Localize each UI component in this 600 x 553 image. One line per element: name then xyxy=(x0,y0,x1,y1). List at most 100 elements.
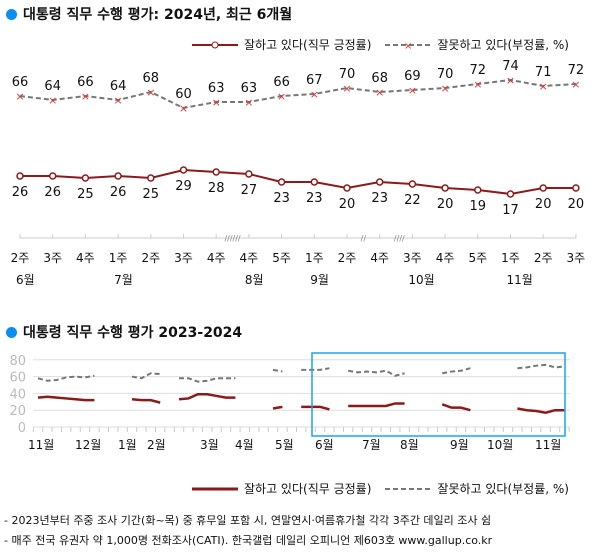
y-tick-label: 80 xyxy=(9,354,26,369)
month-label: 12월 xyxy=(75,438,101,452)
data-label: 22 xyxy=(404,193,421,208)
data-label: 23 xyxy=(371,191,388,206)
data-point: × xyxy=(146,86,155,99)
data-point xyxy=(81,174,90,182)
data-point xyxy=(212,168,220,176)
data-point xyxy=(375,178,384,186)
series-line xyxy=(19,78,576,110)
series-segment xyxy=(348,402,405,408)
data-point: × xyxy=(113,94,122,107)
month-label: 3월 xyxy=(200,438,219,452)
data-label: 64 xyxy=(44,79,61,94)
data-label: 19 xyxy=(470,199,487,214)
data-label: 71 xyxy=(535,65,552,80)
x-tick-label: 4주 xyxy=(240,251,259,265)
y-tick-label: 40 xyxy=(9,387,26,402)
month-label: 11월 xyxy=(28,438,54,452)
x-tick-label: 2주 xyxy=(338,251,357,265)
month-label: 9월 xyxy=(450,438,469,452)
series-segment xyxy=(37,374,95,382)
month-label: 8월 xyxy=(400,438,419,452)
footnote-2: - 매주 전국 유권자 약 1,000명 전화조사(CATI). 한국갤럽 데일… xyxy=(4,534,493,547)
data-point xyxy=(245,170,253,178)
x-tick-label: 1주 xyxy=(305,251,324,265)
x-tick-label: 1주 xyxy=(109,251,128,265)
data-point xyxy=(506,190,515,198)
data-label: 72 xyxy=(470,63,487,78)
data-point: × xyxy=(212,96,221,109)
data-point: × xyxy=(179,102,188,115)
data-label: 68 xyxy=(143,71,160,86)
month-label: 10월 xyxy=(487,438,513,452)
bullet-icon xyxy=(6,8,17,20)
data-point xyxy=(572,184,580,192)
month-label: 10월 xyxy=(408,273,434,287)
data-label: 20 xyxy=(568,197,585,212)
data-label: 29 xyxy=(175,179,192,194)
data-point: × xyxy=(408,84,417,97)
data-label: 66 xyxy=(273,75,290,90)
data-point xyxy=(114,172,122,180)
data-point xyxy=(310,178,319,186)
footnote-1: - 2023년부터 주중 조사 기간(화~목) 중 휴무일 포함 시, 연말연시… xyxy=(4,514,492,527)
data-point: × xyxy=(440,82,449,95)
y-tick-label: 20 xyxy=(9,404,26,419)
data-label: 66 xyxy=(12,75,29,90)
month-label: 11월 xyxy=(535,438,561,452)
highlight-box xyxy=(311,352,566,437)
series-segment xyxy=(441,403,471,412)
x-tick-label: 4주 xyxy=(436,251,455,265)
month-label: 6월 xyxy=(16,273,35,287)
chart1: 2주 3주 4주 1주 2주 3주 4주 4주 5주 1주 2주 4주 3주 4주 5주 1주 2주 3주 6월 7월… xyxy=(11,59,586,287)
svg-text:×: × xyxy=(404,41,412,50)
series-segment xyxy=(131,372,161,380)
month-label: 4월 xyxy=(235,438,254,452)
data-point: × xyxy=(48,94,57,107)
series-segment xyxy=(272,368,283,373)
chart2-legend: 잘하고 있다(직무 긍정률) 잘못하고 있다(부정률, %) xyxy=(192,482,569,496)
data-label: 64 xyxy=(110,79,127,94)
data-label: 69 xyxy=(404,69,421,84)
series-segment xyxy=(131,398,161,404)
series-segment xyxy=(37,395,95,402)
data-point: × xyxy=(15,90,24,103)
data-point: × xyxy=(506,74,515,87)
x-tick-label: 5주 xyxy=(272,251,291,265)
y-tick-label: 0 xyxy=(18,421,26,436)
x-tick-label: 1주 xyxy=(501,251,520,265)
data-label: 28 xyxy=(208,181,225,196)
data-label: 25 xyxy=(143,187,160,202)
month-label: 9월 xyxy=(310,273,329,287)
data-point xyxy=(539,184,547,192)
chart2-title: 대통령 직무 수행 평가 2023-2024 xyxy=(6,322,242,342)
data-point xyxy=(277,178,286,186)
data-point: × xyxy=(539,80,548,93)
series-segment xyxy=(517,363,565,370)
month-label: 5월 xyxy=(275,438,294,452)
data-label: 60 xyxy=(175,87,192,102)
axis-break: ////// xyxy=(224,234,240,243)
data-label: 67 xyxy=(306,73,323,88)
axis-break: // xyxy=(361,234,367,243)
x-tick-label: 3주 xyxy=(403,251,422,265)
data-point: × xyxy=(310,88,319,101)
series-segment xyxy=(178,392,236,401)
data-point: × xyxy=(342,82,351,95)
data-label: 26 xyxy=(12,185,29,200)
x-tick-label: 3주 xyxy=(43,251,62,265)
month-label: 1월 xyxy=(118,438,137,452)
data-label: 27 xyxy=(241,183,258,198)
data-label: 20 xyxy=(535,197,552,212)
data-label: 17 xyxy=(502,203,519,218)
month-label: 7월 xyxy=(362,438,381,452)
x-tick-label: 4주 xyxy=(76,251,95,265)
data-point xyxy=(408,180,417,188)
month-label: 2월 xyxy=(147,438,166,452)
data-label: 68 xyxy=(371,71,388,86)
month-label: 6월 xyxy=(315,438,334,452)
data-label: 63 xyxy=(208,81,225,96)
chart1-title: 대통령 직무 수행 평가: 2024년, 최근 6개월 xyxy=(6,4,292,24)
data-label: 70 xyxy=(437,67,454,82)
axis-break: //// xyxy=(394,234,405,243)
data-label: 23 xyxy=(273,191,290,206)
